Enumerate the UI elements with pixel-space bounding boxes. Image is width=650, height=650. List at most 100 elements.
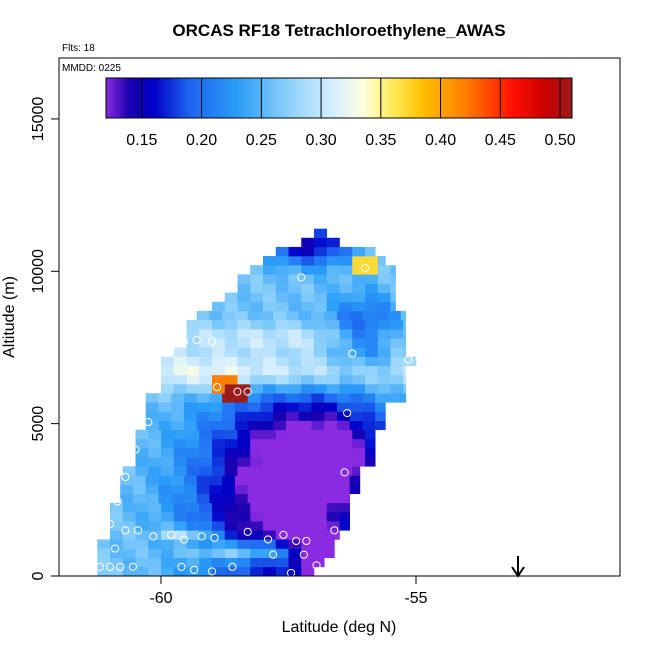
heatmap-cell <box>263 338 277 348</box>
heatmap-cell <box>209 402 223 412</box>
y-tick-label: 5000 <box>30 406 47 442</box>
colorbar-segment <box>304 78 307 118</box>
heatmap-cell <box>288 274 302 284</box>
heatmap-cell <box>263 438 277 449</box>
heatmap-cell <box>326 301 340 312</box>
sample-point <box>243 527 252 536</box>
heatmap-cell <box>237 292 251 303</box>
heatmap-cell <box>250 320 264 330</box>
colorbar-tick-label: 0.25 <box>246 132 277 149</box>
heatmap-cell <box>237 448 251 458</box>
heatmap-cell <box>377 347 391 357</box>
heatmap-cell <box>301 265 315 275</box>
heatmap-cell <box>377 356 391 367</box>
colorbar-segment <box>220 78 223 118</box>
heatmap-cell <box>250 429 264 440</box>
heatmap-cells <box>97 228 417 576</box>
heatmap-cell <box>224 374 238 385</box>
heatmap-cell <box>148 502 162 513</box>
colorbar-segment <box>264 78 268 118</box>
colorbar-segment <box>341 78 345 118</box>
heatmap-cell <box>298 420 312 431</box>
heatmap-cell <box>285 310 299 321</box>
colorbar-segment <box>201 78 205 118</box>
colorbar-segment <box>322 78 326 118</box>
heatmap-cell <box>186 365 200 376</box>
heatmap-cell <box>301 274 315 284</box>
heatmap-cell <box>183 393 197 403</box>
heatmap-cell <box>314 429 328 440</box>
heatmap-cell <box>273 493 287 504</box>
heatmap-cell <box>403 356 417 367</box>
heatmap-cell <box>199 365 213 376</box>
heatmap-cell <box>212 457 226 467</box>
heatmap-cell <box>161 466 175 476</box>
heatmap-cell <box>326 521 340 531</box>
heatmap-cell <box>288 356 302 367</box>
heatmap-cell <box>311 411 325 421</box>
heatmap-cell <box>275 557 289 568</box>
heatmap-cell <box>186 384 200 394</box>
heatmap-cell <box>352 292 366 303</box>
sample-point <box>330 526 339 535</box>
heatmap-cell <box>288 374 302 385</box>
colorbar-segment <box>401 78 405 118</box>
colorbar-segment <box>210 78 214 118</box>
heatmap-cell <box>186 521 200 531</box>
heatmap-cell <box>224 548 238 559</box>
heatmap-cell <box>365 374 379 385</box>
colorbar-segment <box>427 78 431 118</box>
heatmap-cell <box>212 566 226 576</box>
heatmap-cell <box>173 347 187 357</box>
heatmap-cell <box>314 283 328 293</box>
colorbar-segment <box>245 78 249 118</box>
heatmap-cell <box>263 530 277 540</box>
colorbar-segment <box>478 78 482 118</box>
colorbar-segment <box>266 78 270 118</box>
heatmap-cell <box>148 512 162 522</box>
heatmap-cell <box>365 438 376 449</box>
sample-point <box>133 526 143 535</box>
colorbar-segment <box>422 78 426 118</box>
heatmap-cell <box>326 237 340 248</box>
colorbar-segment <box>390 78 393 118</box>
heatmap-cell <box>352 301 366 312</box>
sample-point <box>149 532 158 541</box>
heatmap-cell <box>237 521 251 531</box>
heatmap-cell <box>311 420 325 431</box>
heatmap-cell <box>326 512 340 522</box>
sample-point <box>207 567 217 576</box>
y-tick-label: 15000 <box>30 97 47 142</box>
heatmap-cell <box>365 384 379 394</box>
heatmap-cell <box>324 393 338 403</box>
heatmap-cell <box>349 402 363 412</box>
heatmap-cell <box>135 502 149 513</box>
heatmap-cell <box>301 566 315 576</box>
heatmap-cell <box>362 393 376 403</box>
heatmap-cell <box>288 438 302 449</box>
heatmap-cell <box>260 493 274 504</box>
colorbar-segment <box>380 78 384 118</box>
heatmap-cell <box>377 265 391 275</box>
heatmap-cell <box>275 301 289 312</box>
heatmap-cell <box>237 457 251 467</box>
heatmap-cell <box>122 530 136 540</box>
heatmap-cell <box>260 475 274 485</box>
colorbar-segment <box>425 78 428 118</box>
sample-point <box>404 355 413 364</box>
heatmap-cell <box>237 329 251 339</box>
heatmap-cell <box>298 484 312 495</box>
colorbar-segment <box>497 78 501 118</box>
heatmap-cell <box>250 301 264 312</box>
heatmap-cell <box>339 502 350 513</box>
heatmap-cell <box>301 438 315 449</box>
heatmap-cell <box>237 548 251 559</box>
colorbar-segment <box>488 78 491 118</box>
heatmap-cell <box>237 384 251 394</box>
colorbar-segment <box>394 78 398 118</box>
heatmap-cell <box>275 448 289 458</box>
colorbar-segment <box>502 78 505 118</box>
colorbar-segment <box>119 78 123 118</box>
heatmap-cell <box>110 512 124 522</box>
